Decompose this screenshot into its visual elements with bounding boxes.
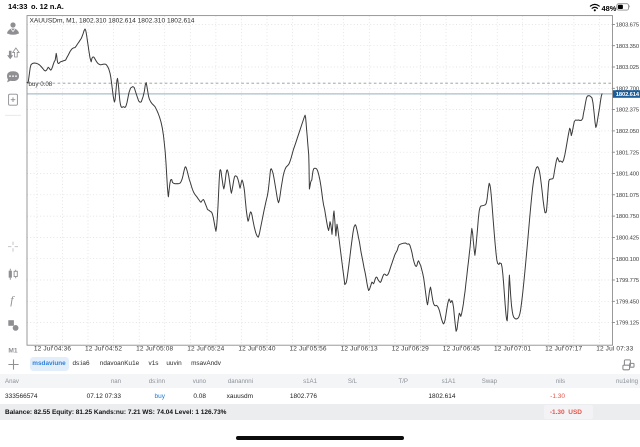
svg-text:12 Jul 05:24: 12 Jul 05:24 bbox=[187, 346, 224, 353]
svg-text:12 Jul 07:33: 12 Jul 07:33 bbox=[596, 346, 633, 353]
svg-text:12 Jul 04:36: 12 Jul 04:36 bbox=[34, 346, 71, 353]
svg-text:12 Jul 06:13: 12 Jul 06:13 bbox=[341, 346, 378, 353]
svg-text:1803.350: 1803.350 bbox=[616, 44, 639, 50]
svg-text:buy 0.08: buy 0.08 bbox=[29, 81, 53, 88]
svg-text:12 Jul 04:52: 12 Jul 04:52 bbox=[85, 346, 122, 353]
svg-text:1802.700: 1802.700 bbox=[616, 86, 639, 92]
svg-text:1799.125: 1799.125 bbox=[616, 321, 639, 327]
svg-text:1799.775: 1799.775 bbox=[616, 278, 639, 284]
svg-text:1800.425: 1800.425 bbox=[616, 236, 639, 242]
svg-text:12 Jul 07:17: 12 Jul 07:17 bbox=[545, 346, 582, 353]
svg-text:1801.075: 1801.075 bbox=[616, 193, 639, 199]
svg-text:12 Jul 06:45: 12 Jul 06:45 bbox=[443, 346, 480, 353]
svg-text:1801.725: 1801.725 bbox=[616, 150, 639, 156]
svg-text:XAUUSDm, M1, 1802.310 1802.614: XAUUSDm, M1, 1802.310 1802.614 1802.310 … bbox=[30, 17, 195, 24]
svg-text:12 Jul 05:56: 12 Jul 05:56 bbox=[289, 346, 326, 353]
svg-text:1801.400: 1801.400 bbox=[616, 172, 639, 178]
svg-text:48%: 48% bbox=[602, 4, 617, 13]
svg-text:1800.750: 1800.750 bbox=[616, 214, 639, 220]
svg-text:1802.614: 1802.614 bbox=[616, 92, 640, 98]
svg-text:12 Jul 06:29: 12 Jul 06:29 bbox=[392, 346, 429, 353]
svg-text:f: f bbox=[10, 295, 15, 307]
svg-text:1800.100: 1800.100 bbox=[616, 257, 639, 263]
svg-text:12 Jul 05:08: 12 Jul 05:08 bbox=[136, 346, 173, 353]
svg-text:1802.050: 1802.050 bbox=[616, 129, 639, 135]
svg-text:12 Jul 07:01: 12 Jul 07:01 bbox=[494, 346, 531, 353]
svg-text:1803.025: 1803.025 bbox=[616, 65, 639, 71]
svg-text:M1: M1 bbox=[8, 347, 17, 353]
svg-text:1802.375: 1802.375 bbox=[616, 108, 639, 114]
svg-text:1799.450: 1799.450 bbox=[616, 299, 639, 305]
svg-text:1803.675: 1803.675 bbox=[616, 23, 639, 29]
svg-text:12 Jul 05:40: 12 Jul 05:40 bbox=[238, 346, 275, 353]
